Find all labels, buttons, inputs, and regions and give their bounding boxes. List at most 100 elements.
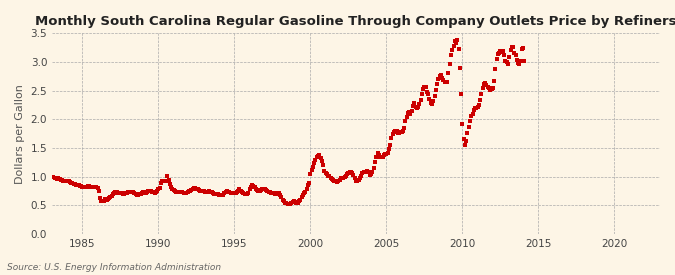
Point [151,190,161,194]
Point [369,166,379,170]
Point [418,87,429,91]
Point [310,158,321,162]
Point [288,199,299,204]
Title: Monthly South Carolina Regular Gasoline Through Company Outlets Price by Refiner: Monthly South Carolina Regular Gasoline … [35,15,675,28]
Point [162,174,173,178]
Point [254,188,265,193]
Point [319,169,330,173]
Point [252,188,263,192]
Point [113,191,124,195]
Point [291,200,302,205]
Point [451,40,462,45]
Point [165,182,176,186]
Point [220,190,231,194]
Point [367,169,378,174]
Point [71,183,82,187]
Point [257,187,268,191]
Point [457,122,468,126]
Point [441,80,452,84]
Point [221,189,232,193]
Point [207,191,218,195]
Point [209,192,219,196]
Point [442,79,453,84]
Point [412,106,423,110]
Point [159,178,170,183]
Point [195,188,206,193]
Point [97,199,108,204]
Point [277,197,288,202]
Point [227,191,238,195]
Point [74,183,84,188]
Point [249,185,260,189]
Point [64,180,75,184]
Point [192,187,203,192]
Point [217,192,228,197]
Point [152,188,163,193]
Point [288,200,298,204]
Point [329,178,340,183]
Point [447,48,458,52]
Point [497,48,508,53]
Point [508,45,518,49]
Point [516,47,527,51]
Point [317,159,327,163]
Point [171,189,182,194]
Point [295,197,306,202]
Point [410,105,421,109]
Point [422,90,433,94]
Point [105,195,115,200]
Point [462,131,473,135]
Point [184,189,194,193]
Point [381,152,392,156]
Point [55,177,66,182]
Point [272,191,283,196]
Point [302,183,313,188]
Point [480,81,491,86]
Point [139,191,150,195]
Point [82,184,93,188]
Point [88,185,99,189]
Point [143,188,154,193]
Point [321,172,332,177]
Point [290,200,300,204]
Point [72,183,83,187]
Point [122,191,132,195]
Point [396,130,407,134]
Point [495,49,506,53]
Point [343,170,354,175]
Point [224,190,235,194]
Point [242,192,252,196]
Point [101,197,112,202]
Point [219,191,230,196]
Point [371,155,381,159]
Point [100,197,111,201]
Point [464,119,475,123]
Point [416,92,427,96]
Point [454,65,465,70]
Point [94,188,105,193]
Point [229,191,240,196]
Point [210,192,221,196]
Point [354,176,365,180]
Point [473,103,484,107]
Point [412,104,423,109]
Point [448,44,459,48]
Point [91,185,102,189]
Point [202,189,213,194]
Point [248,184,259,188]
Point [353,178,364,182]
Point [70,182,80,186]
Point [435,73,446,78]
Point [344,169,355,174]
Point [444,62,455,66]
Point [506,44,517,49]
Point [190,186,200,191]
Point [406,109,417,113]
Point [376,155,387,160]
Point [375,155,385,159]
Point [132,192,142,197]
Point [275,193,286,197]
Point [155,185,165,190]
Point [215,193,226,197]
Point [207,190,217,194]
